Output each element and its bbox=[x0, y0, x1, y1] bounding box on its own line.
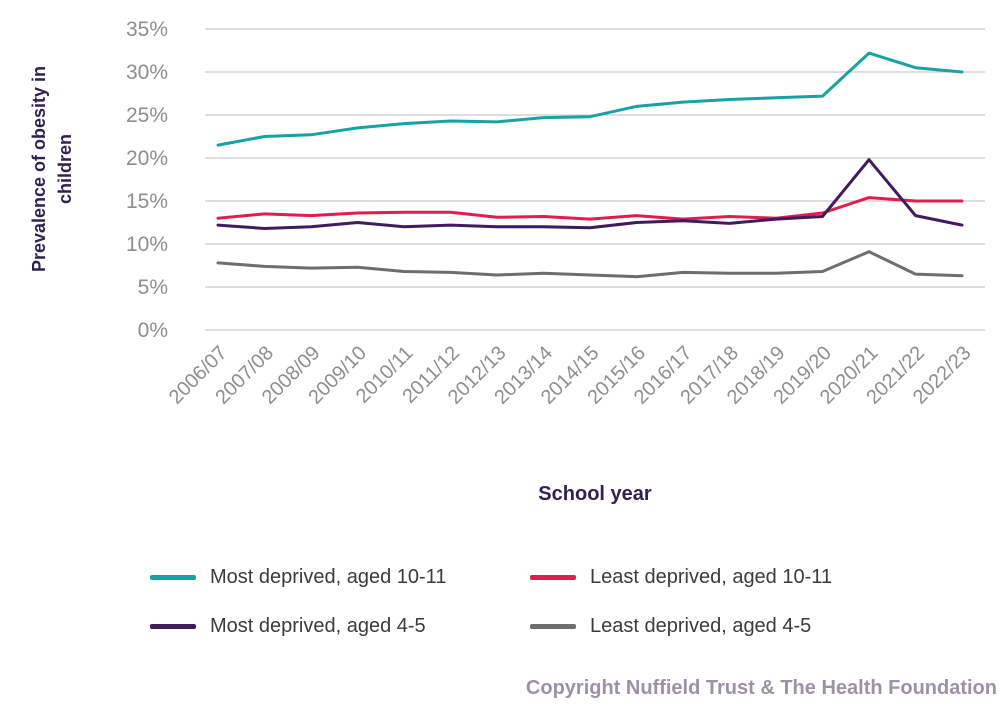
series-line-gray bbox=[216, 250, 964, 279]
y-tick-label: 30% bbox=[126, 61, 168, 84]
legend-line-swatch-icon bbox=[150, 624, 196, 629]
y-tick-label: 35% bbox=[126, 18, 168, 41]
legend-item: Least deprived, aged 10-11 bbox=[530, 566, 832, 589]
legend-label: Least deprived, aged 4-5 bbox=[590, 615, 812, 637]
y-tick-label: 10% bbox=[126, 233, 168, 256]
legend-item: Least deprived, aged 4-5 bbox=[530, 615, 832, 638]
legend-item: Most deprived, aged 4-5 bbox=[150, 615, 530, 638]
copyright-text: Copyright Nuffield Trust & The Health Fo… bbox=[525, 677, 997, 699]
line-chart: 0%5%10%15%20%25%30%35%2006/072007/082008… bbox=[126, 18, 985, 409]
legend-line-swatch-icon bbox=[530, 624, 576, 629]
series-line-crimson bbox=[216, 196, 964, 221]
legend-line-swatch-icon bbox=[150, 575, 196, 580]
legend-line-swatch-icon bbox=[530, 575, 576, 580]
series-line-purple bbox=[216, 158, 964, 230]
x-axis-title: School year bbox=[538, 483, 652, 505]
y-axis-title-line1: Prevalence of obesity in bbox=[29, 65, 49, 273]
y-tick-label: 20% bbox=[126, 147, 168, 170]
y-tick-label: 15% bbox=[126, 190, 168, 213]
y-tick-label: 5% bbox=[138, 276, 168, 299]
legend-label: Least deprived, aged 10-11 bbox=[590, 566, 833, 588]
legend-item: Most deprived, aged 10-11 bbox=[150, 566, 530, 589]
legend-label: Most deprived, aged 4-5 bbox=[210, 615, 426, 637]
y-tick-label: 0% bbox=[138, 319, 168, 342]
legend: Most deprived, aged 10-11 Least deprived,… bbox=[150, 566, 832, 638]
series-line-teal bbox=[216, 51, 964, 147]
y-axis-title-line2: children bbox=[55, 134, 76, 205]
legend-label: Most deprived, aged 10-11 bbox=[210, 566, 447, 588]
y-axis-title: Prevalence of obesity in children bbox=[26, 2, 84, 336]
y-tick-label: 25% bbox=[126, 104, 168, 127]
